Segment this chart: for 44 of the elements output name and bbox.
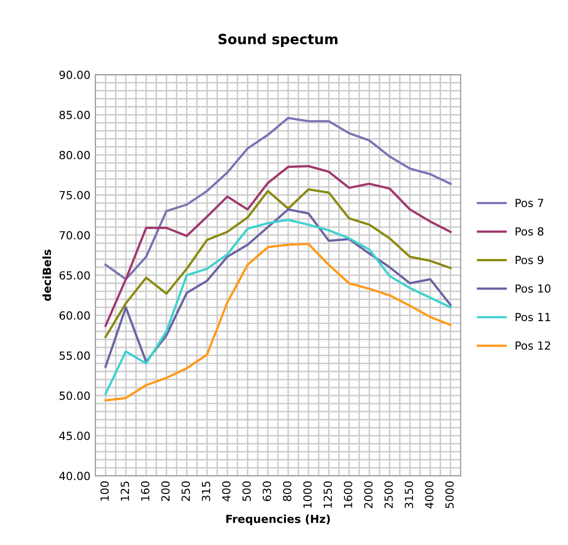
y-tick-label: 40.00 <box>59 472 90 480</box>
y-tick-label: 75.00 <box>60 190 90 200</box>
x-tick-label: 800 <box>283 481 292 502</box>
legend-label: Pos 11 <box>516 312 550 322</box>
x-tick-label: 2500 <box>384 481 393 508</box>
x-tick-label: 400 <box>222 481 231 502</box>
x-tick-label: 500 <box>242 481 251 501</box>
x-tick-label: 4000 <box>425 481 434 508</box>
x-tick-label: 630 <box>262 481 272 502</box>
line-series <box>104 218 452 396</box>
x-tick-label: 2000 <box>364 481 373 508</box>
x-tick-label: 200 <box>161 481 170 502</box>
line-series <box>104 188 452 338</box>
x-tick-label: 5000 <box>445 481 454 508</box>
y-tick-label: 80.00 <box>60 150 90 160</box>
line-series <box>104 165 452 327</box>
legend-label: Pos 10 <box>516 284 550 293</box>
x-tick-label: 125 <box>120 482 130 501</box>
legend-label: Pos 7 <box>516 198 544 208</box>
x-tick-label: 1250 <box>324 481 332 508</box>
x-tick-label: 1000 <box>303 481 312 508</box>
y-tick-label: 90.00 <box>59 70 90 80</box>
y-tick-label: 50.00 <box>60 392 90 400</box>
x-tick-label: 160 <box>140 481 150 501</box>
y-tick-label: 85.00 <box>60 110 90 120</box>
legend-label: Pos 9 <box>516 256 544 264</box>
x-axis-title: Frequencies (Hz) <box>226 514 330 526</box>
y-tick-label: 65.00 <box>60 271 90 280</box>
x-tick-label: 100 <box>100 481 109 501</box>
legend-label: Pos 12 <box>516 341 550 350</box>
line-series <box>104 242 452 402</box>
y-tick-label: 55.00 <box>60 351 90 360</box>
line-series <box>104 208 452 368</box>
legend-label: Pos 8 <box>516 227 544 236</box>
x-tick-label: 315 <box>202 482 210 502</box>
x-tick-label: 1600 <box>344 481 352 508</box>
y-tick-label: 60.00 <box>60 311 90 320</box>
line-series <box>104 116 452 280</box>
y-tick-label: 45.00 <box>59 432 90 440</box>
x-tick-label: 250 <box>182 481 190 502</box>
x-tick-label: 3150 <box>404 481 414 508</box>
chart-title: Sound spectum <box>218 34 338 47</box>
y-tick-label: 70.00 <box>60 231 90 240</box>
y-axis-title: deciBels <box>42 250 52 301</box>
